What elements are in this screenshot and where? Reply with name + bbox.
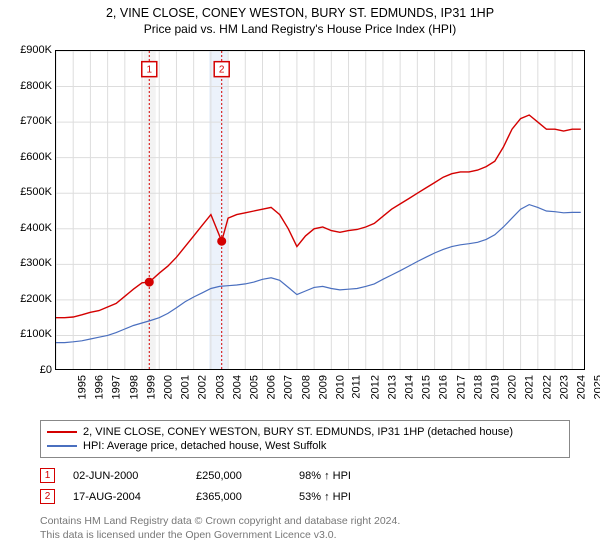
x-axis-label: 2025 bbox=[593, 375, 600, 399]
sale-price: £250,000 bbox=[196, 470, 281, 482]
x-axis-label: 2011 bbox=[351, 375, 363, 399]
legend-item-hpi: HPI: Average price, detached house, West… bbox=[47, 439, 563, 453]
x-axis-label: 1996 bbox=[94, 375, 106, 399]
svg-text:1: 1 bbox=[146, 65, 152, 76]
x-axis-label: 1995 bbox=[76, 375, 88, 399]
sale-marker-icon: 1 bbox=[40, 468, 55, 483]
x-axis-label: 2010 bbox=[335, 375, 347, 399]
legend-swatch bbox=[47, 445, 77, 447]
x-axis-label: 2015 bbox=[421, 375, 433, 399]
y-axis-label: £0 bbox=[40, 364, 52, 376]
x-axis-label: 2007 bbox=[283, 375, 295, 399]
chart-plot: 12 bbox=[55, 50, 585, 370]
sale-date: 17-AUG-2004 bbox=[73, 491, 178, 503]
footer: Contains HM Land Registry data © Crown c… bbox=[40, 515, 400, 542]
sales-table: 1 02-JUN-2000 £250,000 98% ↑ HPI 2 17-AU… bbox=[40, 465, 409, 507]
sale-date: 02-JUN-2000 bbox=[73, 470, 178, 482]
x-axis-label: 1999 bbox=[145, 375, 157, 399]
x-axis-label: 2005 bbox=[249, 375, 261, 399]
x-axis-label: 2006 bbox=[266, 375, 278, 399]
x-axis-label: 2012 bbox=[369, 375, 381, 399]
y-axis-label: £700K bbox=[20, 115, 52, 127]
x-axis-label: 2021 bbox=[524, 375, 536, 399]
sale-pct: 98% ↑ HPI bbox=[299, 470, 409, 482]
legend-label: 2, VINE CLOSE, CONEY WESTON, BURY ST. ED… bbox=[83, 426, 513, 438]
sale-marker-icon: 2 bbox=[40, 489, 55, 504]
footer-line: Contains HM Land Registry data © Crown c… bbox=[40, 515, 400, 529]
x-axis-label: 2008 bbox=[300, 375, 312, 399]
svg-text:2: 2 bbox=[219, 65, 225, 76]
y-axis-label: £600K bbox=[20, 151, 52, 163]
x-axis-label: 1997 bbox=[111, 375, 123, 399]
legend-swatch bbox=[47, 431, 77, 433]
x-axis-label: 2020 bbox=[507, 375, 519, 399]
y-axis-label: £200K bbox=[20, 293, 52, 305]
x-axis-label: 2018 bbox=[472, 375, 484, 399]
legend: 2, VINE CLOSE, CONEY WESTON, BURY ST. ED… bbox=[40, 420, 570, 458]
chart-subtitle: Price paid vs. HM Land Registry's House … bbox=[0, 22, 600, 36]
x-axis-label: 2009 bbox=[317, 375, 329, 399]
x-axis-label: 2017 bbox=[455, 375, 467, 399]
x-axis-label: 2013 bbox=[386, 375, 398, 399]
y-axis-label: £400K bbox=[20, 222, 52, 234]
y-axis-label: £100K bbox=[20, 328, 52, 340]
x-axis-label: 2003 bbox=[214, 375, 226, 399]
x-axis-label: 2014 bbox=[403, 375, 415, 399]
footer-line: This data is licensed under the Open Gov… bbox=[40, 529, 400, 543]
sale-row: 2 17-AUG-2004 £365,000 53% ↑ HPI bbox=[40, 486, 409, 507]
x-axis-label: 2002 bbox=[197, 375, 209, 399]
y-axis-label: £900K bbox=[20, 44, 52, 56]
y-axis-label: £300K bbox=[20, 257, 52, 269]
x-axis-label: 2024 bbox=[576, 375, 588, 399]
chart-area: 12 £0£100K£200K£300K£400K£500K£600K£700K… bbox=[55, 50, 585, 370]
sale-pct: 53% ↑ HPI bbox=[299, 491, 409, 503]
x-axis-label: 2001 bbox=[180, 375, 192, 399]
x-axis-label: 2019 bbox=[489, 375, 501, 399]
chart-title: 2, VINE CLOSE, CONEY WESTON, BURY ST. ED… bbox=[0, 6, 600, 20]
x-axis-label: 1998 bbox=[128, 375, 140, 399]
sale-price: £365,000 bbox=[196, 491, 281, 503]
chart-container: 2, VINE CLOSE, CONEY WESTON, BURY ST. ED… bbox=[0, 0, 600, 560]
sale-row: 1 02-JUN-2000 £250,000 98% ↑ HPI bbox=[40, 465, 409, 486]
y-axis-label: £500K bbox=[20, 186, 52, 198]
title-block: 2, VINE CLOSE, CONEY WESTON, BURY ST. ED… bbox=[0, 0, 600, 36]
x-axis-label: 2000 bbox=[163, 375, 175, 399]
x-axis-label: 2022 bbox=[541, 375, 553, 399]
y-axis-label: £800K bbox=[20, 80, 52, 92]
x-axis-label: 2023 bbox=[558, 375, 570, 399]
legend-label: HPI: Average price, detached house, West… bbox=[83, 440, 326, 452]
x-axis-label: 2016 bbox=[438, 375, 450, 399]
x-axis-label: 2004 bbox=[231, 375, 243, 399]
legend-item-property: 2, VINE CLOSE, CONEY WESTON, BURY ST. ED… bbox=[47, 425, 563, 439]
